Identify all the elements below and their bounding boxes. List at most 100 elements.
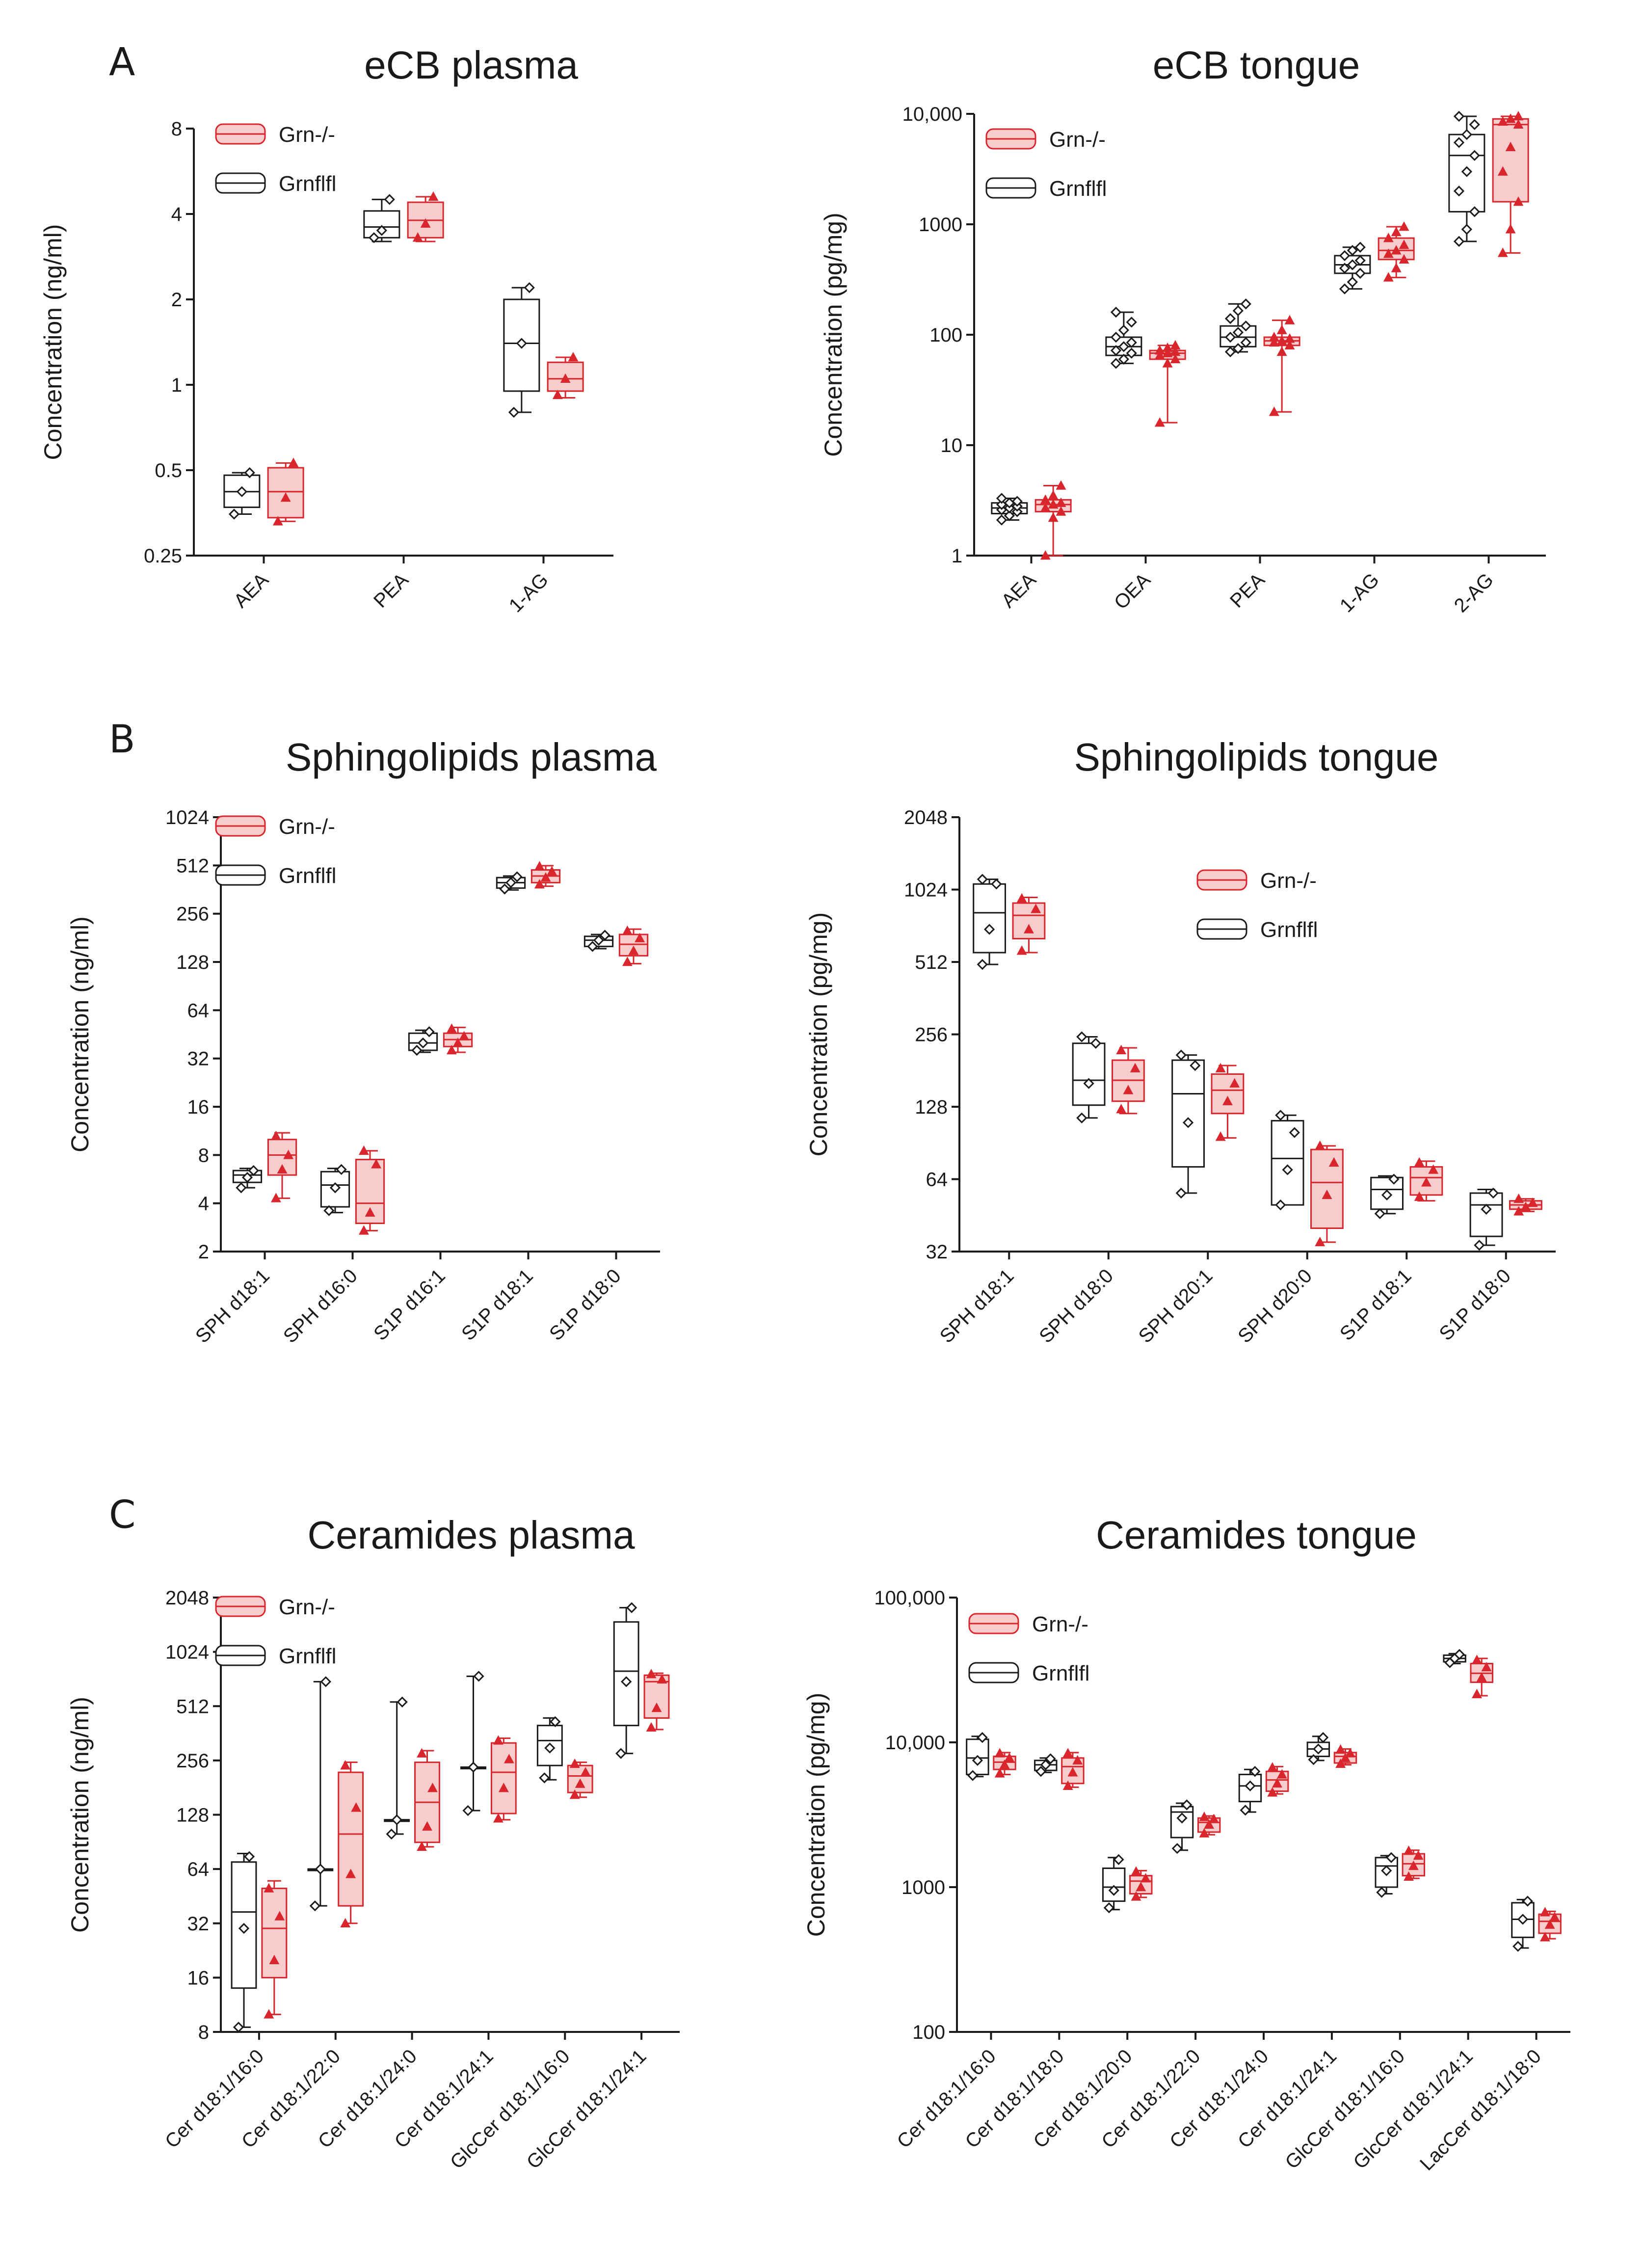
legend-label-fl: Grnflfl xyxy=(1260,918,1318,942)
data-point xyxy=(236,1182,247,1194)
x-tick-label: AEA xyxy=(230,569,273,612)
box-iqr xyxy=(613,1621,639,1727)
data-point xyxy=(1040,1759,1051,1770)
data-point xyxy=(274,1911,285,1921)
x-tick-label: OEA xyxy=(1110,569,1155,614)
box-fl xyxy=(363,194,400,243)
data-point xyxy=(358,1225,369,1235)
data-point xyxy=(1505,224,1516,234)
data-point xyxy=(1229,1078,1240,1088)
data-point xyxy=(1399,221,1409,231)
box-iqr xyxy=(338,1771,364,1907)
data-point xyxy=(1505,141,1516,151)
data-point xyxy=(1056,497,1066,507)
box-ko xyxy=(1310,1140,1344,1247)
data-point xyxy=(264,2009,274,2019)
y-tick-label: 1024 xyxy=(165,1642,209,1663)
y-tick-label: 0.25 xyxy=(144,545,182,567)
data-point xyxy=(1481,1662,1492,1672)
data-point xyxy=(1204,1819,1215,1829)
panel-label-a: A xyxy=(109,40,135,84)
data-point xyxy=(1113,1854,1124,1865)
y-tick-label: 64 xyxy=(187,1000,210,1021)
data-point xyxy=(428,191,439,201)
box-fl xyxy=(1448,110,1485,247)
data-point xyxy=(473,1671,484,1682)
data-point xyxy=(264,1883,274,1893)
data-point xyxy=(1045,1753,1056,1764)
data-point xyxy=(397,1696,408,1708)
data-point xyxy=(1040,494,1051,504)
data-point xyxy=(1313,1743,1324,1755)
data-point xyxy=(288,457,299,467)
data-point xyxy=(386,1828,397,1840)
data-point xyxy=(233,2022,244,2033)
data-point xyxy=(524,282,535,294)
box-ko xyxy=(267,457,304,526)
data-point xyxy=(1322,1189,1332,1199)
data-point xyxy=(1136,1882,1146,1892)
data-point xyxy=(1245,1780,1256,1791)
data-point xyxy=(1170,346,1181,356)
x-tick-label: GlcCer d18:1/24:1 xyxy=(1349,2045,1477,2173)
data-point xyxy=(1453,236,1465,247)
box-ko xyxy=(1402,1845,1426,1881)
data-point xyxy=(1469,206,1480,217)
box-ko xyxy=(618,925,649,966)
box-ko xyxy=(443,1023,473,1055)
data-point xyxy=(1062,1748,1073,1758)
data-point xyxy=(1471,1654,1482,1664)
y-tick-label: 128 xyxy=(176,952,209,973)
data-point xyxy=(1453,110,1465,122)
chart-title: Ceramides tongue xyxy=(1096,1513,1417,1557)
data-point xyxy=(336,1164,347,1175)
data-point xyxy=(615,1748,627,1759)
data-point xyxy=(1381,1865,1392,1876)
box-ko xyxy=(1149,340,1186,427)
data-point xyxy=(1408,1860,1419,1870)
box-ko xyxy=(490,1735,517,1823)
data-point xyxy=(248,1165,259,1176)
data-point xyxy=(1354,241,1366,253)
data-point xyxy=(1539,1932,1550,1942)
data-point xyxy=(575,1778,585,1788)
x-tick-label: S1P d16:1 xyxy=(370,1265,450,1345)
box-fl xyxy=(460,1671,486,1816)
chart-title: eCB tongue xyxy=(1153,43,1360,87)
data-point xyxy=(1453,186,1465,197)
data-point xyxy=(1224,346,1236,357)
y-tick-label: 10,000 xyxy=(885,1732,945,1754)
box-fl xyxy=(503,282,540,418)
box-fl xyxy=(973,874,1006,970)
data-point xyxy=(646,1669,657,1679)
data-point xyxy=(1481,1203,1492,1215)
box-ko xyxy=(1538,1907,1562,1942)
data-point xyxy=(1339,250,1351,262)
data-point xyxy=(1154,417,1165,427)
box-ko xyxy=(547,351,584,400)
data-point xyxy=(550,1716,561,1727)
y-tick-label: 1 xyxy=(952,545,962,567)
data-point xyxy=(452,1038,463,1047)
data-point xyxy=(540,872,551,882)
box-ko xyxy=(338,1760,364,1927)
y-tick-label: 100,000 xyxy=(874,1587,945,1609)
box-ko xyxy=(267,1130,297,1202)
data-point xyxy=(1176,1813,1188,1824)
data-point xyxy=(1062,1780,1073,1790)
chart-title: eCB plasma xyxy=(364,43,578,87)
box-ko xyxy=(1470,1654,1493,1699)
data-point xyxy=(277,1164,288,1174)
data-point xyxy=(493,1735,504,1745)
data-point xyxy=(580,1767,591,1777)
data-point xyxy=(1103,1902,1115,1914)
data-point xyxy=(1190,1060,1201,1071)
data-point xyxy=(1067,1767,1078,1777)
data-point xyxy=(994,1748,1005,1758)
data-point xyxy=(1513,1193,1524,1203)
y-tick-label: 512 xyxy=(915,952,948,973)
data-point xyxy=(1414,1157,1425,1167)
box-fl xyxy=(1334,241,1371,294)
data-point xyxy=(1347,245,1358,256)
data-point xyxy=(1404,1871,1414,1881)
